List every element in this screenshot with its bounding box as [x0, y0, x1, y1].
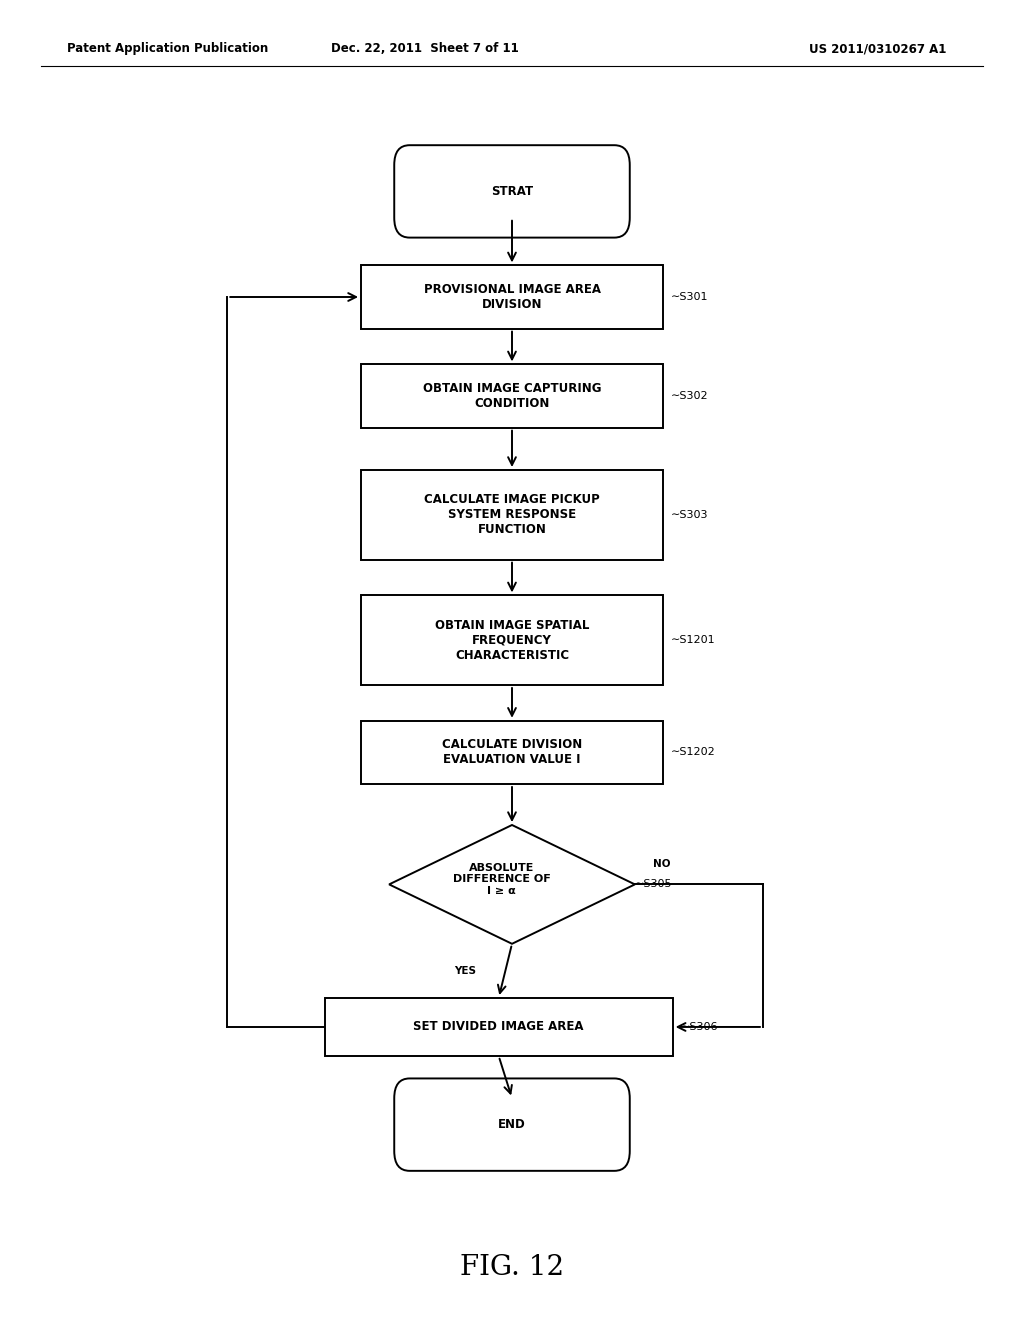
Text: Dec. 22, 2011  Sheet 7 of 11: Dec. 22, 2011 Sheet 7 of 11 [331, 42, 519, 55]
Text: CALCULATE IMAGE PICKUP
SYSTEM RESPONSE
FUNCTION: CALCULATE IMAGE PICKUP SYSTEM RESPONSE F… [424, 494, 600, 536]
Text: ∼S301: ∼S301 [671, 292, 709, 302]
Text: OBTAIN IMAGE CAPTURING
CONDITION: OBTAIN IMAGE CAPTURING CONDITION [423, 381, 601, 411]
Bar [361, 470, 664, 560]
Text: ∼S302: ∼S302 [671, 391, 709, 401]
Bar [361, 265, 664, 329]
Text: END: END [498, 1118, 526, 1131]
FancyBboxPatch shape [394, 1078, 630, 1171]
Text: STRAT: STRAT [490, 185, 534, 198]
Text: ∼S305: ∼S305 [635, 879, 673, 890]
Bar [361, 721, 664, 784]
Text: OBTAIN IMAGE SPATIAL
FREQUENCY
CHARACTERISTIC: OBTAIN IMAGE SPATIAL FREQUENCY CHARACTER… [435, 619, 589, 661]
Text: CALCULATE DIVISION
EVALUATION VALUE I: CALCULATE DIVISION EVALUATION VALUE I [442, 738, 582, 767]
Text: SET DIVIDED IMAGE AREA: SET DIVIDED IMAGE AREA [414, 1020, 584, 1034]
Text: FIG. 12: FIG. 12 [460, 1254, 564, 1280]
Text: ∼S306: ∼S306 [681, 1022, 719, 1032]
Text: ∼S303: ∼S303 [671, 510, 709, 520]
FancyBboxPatch shape [394, 145, 630, 238]
Text: PROVISIONAL IMAGE AREA
DIVISION: PROVISIONAL IMAGE AREA DIVISION [424, 282, 600, 312]
Bar [361, 595, 664, 685]
Bar [325, 998, 673, 1056]
Text: ABSOLUTE
DIFFERENCE OF
I ≥ α: ABSOLUTE DIFFERENCE OF I ≥ α [453, 862, 551, 896]
Text: ∼S1201: ∼S1201 [671, 635, 716, 645]
Text: YES: YES [455, 966, 476, 975]
Text: ∼S1202: ∼S1202 [671, 747, 716, 758]
Bar [361, 364, 664, 428]
Text: US 2011/0310267 A1: US 2011/0310267 A1 [809, 42, 946, 55]
Polygon shape [389, 825, 635, 944]
Text: NO: NO [653, 858, 671, 869]
Text: Patent Application Publication: Patent Application Publication [67, 42, 268, 55]
